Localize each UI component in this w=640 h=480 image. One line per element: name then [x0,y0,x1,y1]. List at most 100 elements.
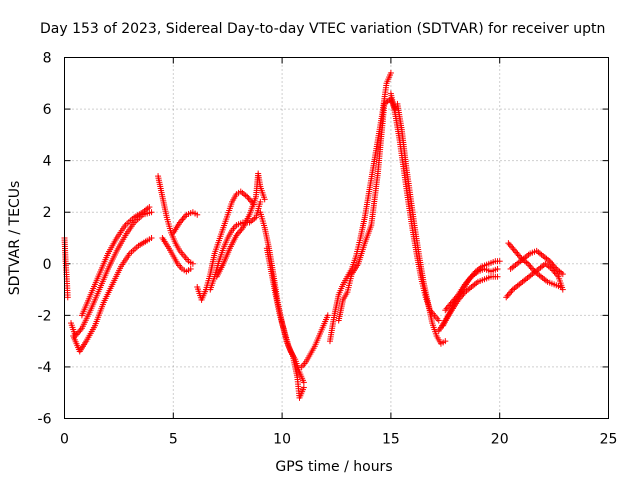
data-point [530,266,537,273]
data-point [175,221,182,228]
y-tick-label: 8 [43,51,52,67]
x-tick-label: 5 [169,432,178,448]
data-point [319,324,326,331]
data-point [293,372,300,379]
data-point [402,160,409,167]
data-point [133,244,140,251]
data-point [504,292,511,299]
data-point [525,251,532,258]
data-point [202,288,209,295]
data-point [361,216,368,223]
data-point [352,255,359,262]
x-tick-label: 0 [60,432,69,448]
data-point [503,294,510,301]
data-point [374,139,381,146]
data-point [117,265,124,272]
data-point [232,193,239,200]
data-point [104,268,111,275]
x-axis-label: GPS time / hours [275,459,392,475]
data-point [95,273,102,280]
data-point [164,243,171,250]
data-point [398,124,405,131]
data-point [223,237,230,244]
data-point [236,229,243,236]
data-point [428,318,435,325]
data-point [515,252,522,259]
grid [64,57,609,419]
data-point [505,240,512,247]
y-tick-label: 4 [43,154,52,170]
data-point [523,259,530,266]
data-point [74,329,81,336]
data-point [64,292,71,299]
data-point [434,315,441,322]
data-point [112,236,119,243]
data-point [512,262,519,269]
data-point [485,274,492,281]
data-point [227,229,234,236]
data-point [231,223,238,230]
data-point [473,269,480,276]
data-points [61,69,566,401]
data-point [348,273,355,280]
data-point [280,325,287,332]
data-point [242,192,249,199]
data-point [184,256,191,263]
data-point [387,72,394,79]
data-point [555,283,562,290]
data-point [519,256,526,263]
data-point [440,339,447,346]
data-point [508,288,515,295]
data-point [514,282,521,289]
data-point [526,262,533,269]
data-point [411,222,418,229]
data-point [295,366,302,373]
data-point [310,345,317,352]
data-point [82,339,89,346]
data-point [232,234,239,241]
data-point [339,283,346,290]
y-tick-label: -6 [38,412,52,428]
data-point [219,262,226,269]
data-point [545,256,552,263]
data-point [272,289,279,296]
data-point [483,261,490,268]
data-point [179,216,186,223]
data-point [424,297,431,304]
data-point [466,285,473,292]
data-point [492,266,499,273]
data-point [407,191,414,198]
y-axis-label: SDTVAR / TECUs [7,181,23,296]
data-point [558,269,565,276]
data-point [323,314,330,321]
data-point [146,236,153,243]
data-point [299,377,306,384]
data-point [86,293,93,300]
data-point [514,250,521,257]
x-tick-label: 15 [382,432,400,448]
data-point [289,351,296,358]
data-point [415,250,422,257]
data-point [445,311,452,318]
data-point [90,324,97,331]
data-point [432,330,439,337]
y-tick-label: 0 [43,257,52,273]
data-point [490,259,497,266]
data-point [383,82,390,89]
y-tick-label: 6 [43,102,52,118]
data-point [179,251,186,258]
data-point [237,227,244,234]
data-point [454,293,461,300]
data-point [527,263,534,270]
data-point [256,181,263,188]
data-point [261,222,268,229]
data-point [129,221,136,228]
data-point [187,259,194,266]
data-point [104,252,111,259]
data-point [276,310,283,317]
data-point [237,220,244,227]
data-point [521,277,528,284]
x-tick-label: 10 [273,432,291,448]
data-point [513,249,520,256]
data-point [219,226,226,233]
